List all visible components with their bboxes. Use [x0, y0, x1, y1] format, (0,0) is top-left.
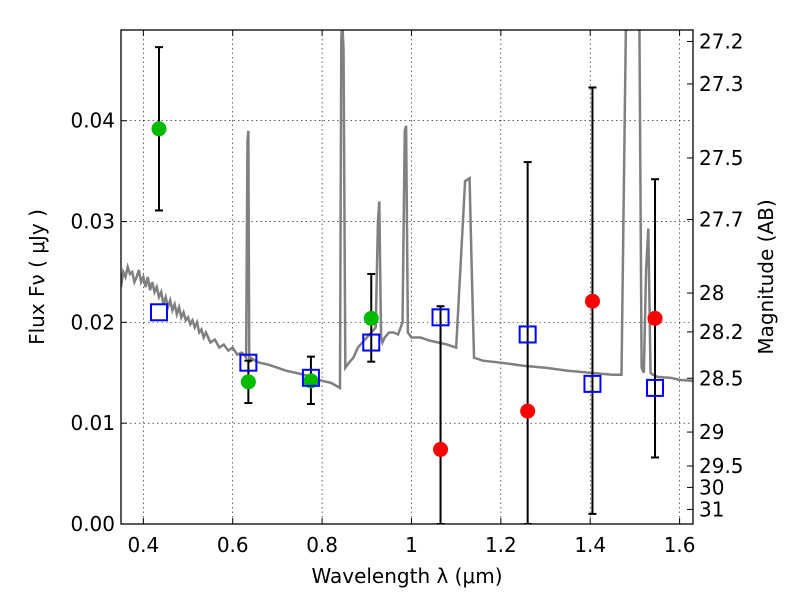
x-tick-label: 1.4: [574, 533, 606, 557]
plot-frame: [120, 29, 694, 525]
y2-tick-label: 27.2: [699, 29, 744, 53]
y2-tick-label: 29.5: [699, 454, 744, 478]
y2-axis-title: Magnitude (AB): [754, 199, 778, 354]
x-tick-labels: 0.4 0.6 0.8 1 1.2 1.4 1.6: [127, 533, 695, 557]
x-tick-label: 1: [405, 533, 418, 557]
y-tick-labels: 0.00 0.01 0.02 0.03 0.04: [70, 109, 115, 536]
y2-tick-label: 28: [699, 281, 724, 305]
model-photometry-point: [583, 374, 602, 393]
x-tick-label: 0.8: [306, 533, 338, 557]
model-photometry-point: [646, 378, 665, 397]
x-tick-label: 0.6: [217, 533, 249, 557]
model-photometry-point: [301, 368, 320, 387]
y2-tick-label: 27.5: [699, 146, 744, 170]
y2-tick-label: 28.5: [699, 366, 744, 390]
model-photometry-point: [239, 353, 258, 372]
data-point: [584, 293, 600, 309]
y-tick-label: 0.04: [70, 109, 115, 133]
y-tick-label: 0.00: [70, 512, 115, 536]
data-point: [520, 403, 536, 419]
data-point: [433, 441, 449, 457]
data-point: [363, 310, 379, 326]
data-point: [647, 310, 663, 326]
model-photometry-point: [518, 325, 537, 344]
axis-ticks: [121, 30, 693, 525]
data-point: [240, 374, 256, 390]
y2-tick-label: 30: [699, 475, 724, 499]
x-tick-label: 0.4: [127, 533, 159, 557]
y-tick-label: 0.01: [70, 411, 115, 435]
y2-tick-label: 29: [699, 420, 724, 444]
y-tick-label: 0.03: [70, 210, 115, 234]
y2-tick-label: 27.7: [699, 208, 744, 232]
y2-tick-label: 27.3: [699, 72, 744, 96]
model-spectrum-line: [121, 30, 693, 391]
y-tick-label: 0.02: [70, 310, 115, 334]
x-axis-title: Wavelength λ (μm): [311, 564, 502, 588]
model-photometry-point: [149, 303, 168, 322]
y-axis-title: Flux Fν ( μJy ): [25, 209, 49, 345]
model-photometry-point: [431, 308, 450, 327]
y2-tick-label: 31: [699, 497, 724, 521]
y2-tick-label: 28.2: [699, 320, 744, 344]
data-point: [303, 373, 319, 389]
data-markers: [149, 121, 665, 457]
x-tick-label: 1.2: [485, 533, 517, 557]
x-tick-label: 1.6: [664, 533, 696, 557]
model-photometry-point: [362, 333, 381, 352]
data-point: [151, 121, 167, 137]
